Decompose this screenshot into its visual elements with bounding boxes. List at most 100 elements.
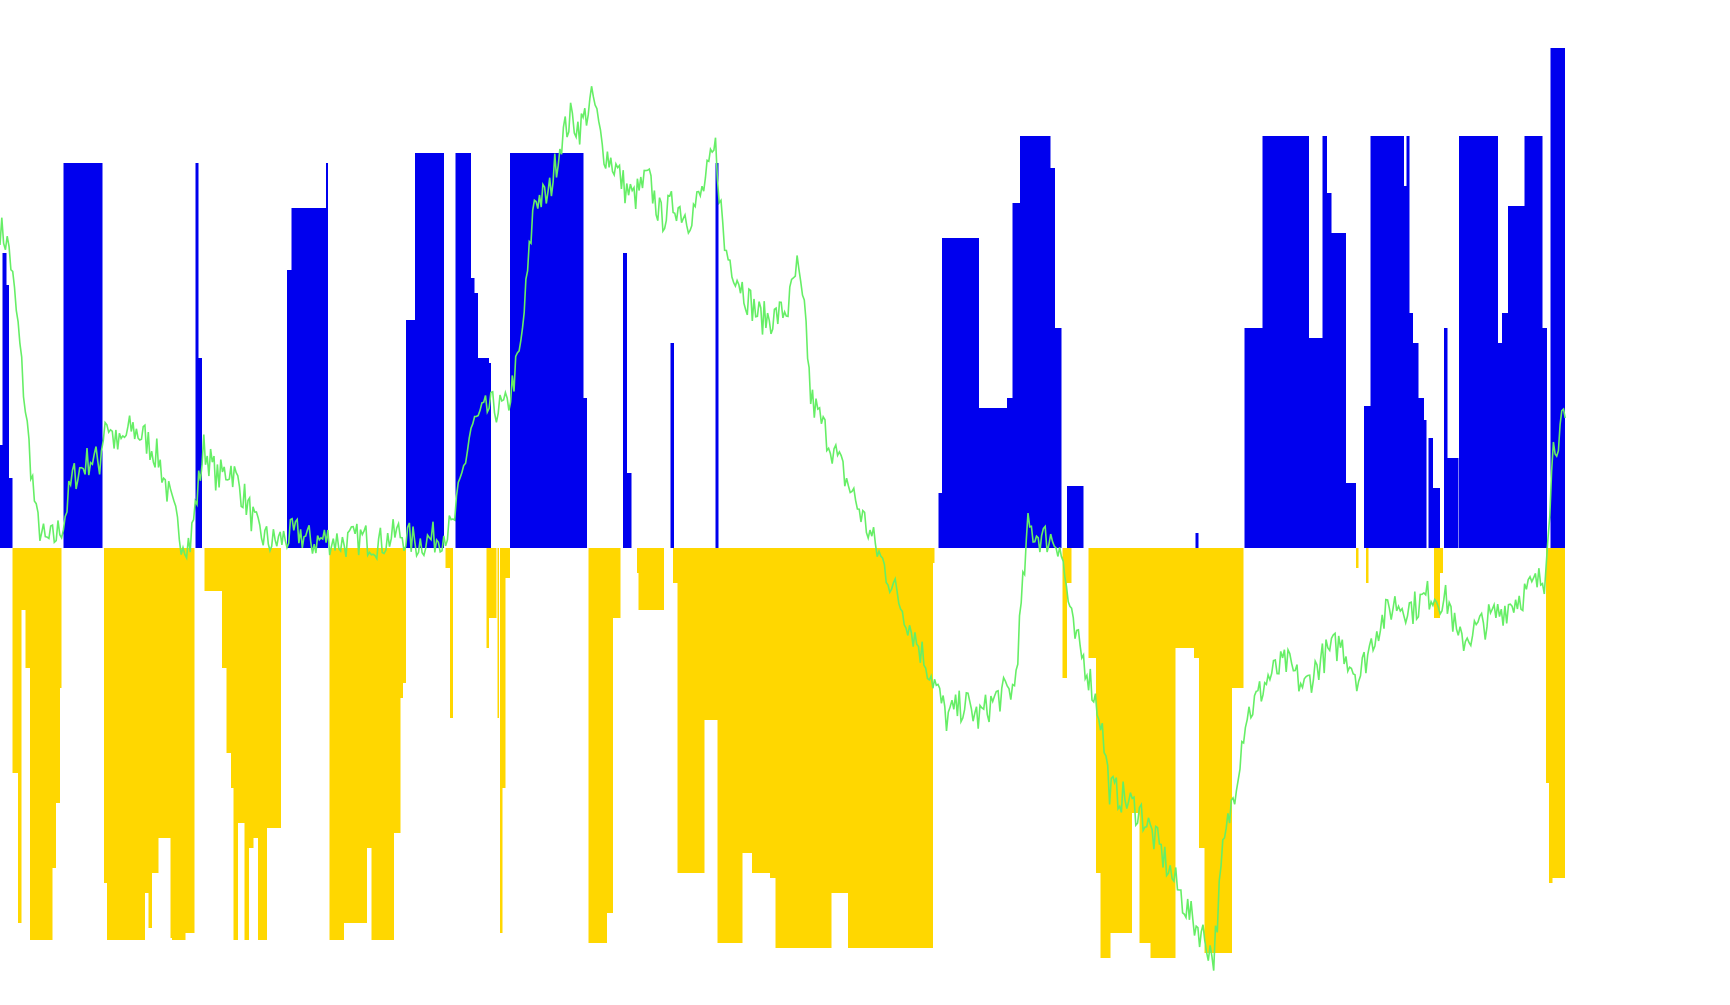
negative-bar-35 [394, 548, 401, 833]
positive-bar-47 [1350, 483, 1356, 548]
positive-bar-30 [1016, 203, 1020, 548]
positive-bar-39 [1278, 136, 1309, 548]
positive-bar-11 [405, 320, 415, 548]
positive-bar-31 [1019, 136, 1051, 548]
negative-bar-45 [505, 548, 510, 578]
negative-bar-87 [1546, 548, 1549, 783]
negative-bar-29 [329, 548, 336, 940]
positive-bar-59 [1443, 328, 1448, 548]
negative-bar-17 [204, 548, 222, 591]
negative-bar-20 [230, 548, 234, 788]
positive-bar-61 [1459, 136, 1499, 548]
negative-bar-5 [52, 548, 57, 868]
positive-bar-54 [1412, 343, 1419, 548]
positive-bar-2 [6, 285, 10, 548]
negative-bar-51 [638, 548, 644, 610]
positive-bar-35 [1071, 486, 1084, 548]
negative-bar-52 [643, 548, 664, 610]
negative-bar-38 [445, 548, 451, 568]
negative-bar-68 [1066, 548, 1072, 583]
negative-bar-65 [847, 548, 933, 948]
positive-bar-42 [1322, 136, 1327, 548]
negative-bar-67 [1062, 548, 1067, 678]
positive-bar-55 [1418, 398, 1424, 548]
negative-bar-58 [720, 548, 743, 943]
negative-bar-2 [21, 548, 26, 610]
positive-bar-34 [1066, 486, 1072, 548]
positive-bar-57 [1428, 438, 1433, 548]
positive-bar-37 [1244, 328, 1263, 548]
negative-bar-59 [742, 548, 752, 853]
negative-bar-85 [1433, 548, 1441, 618]
negative-bar-62 [775, 548, 779, 948]
positive-bar-40 [1308, 338, 1315, 548]
positive-bar-52 [1406, 136, 1410, 548]
positive-bar-51 [1403, 186, 1407, 548]
negative-bar-28 [273, 548, 281, 828]
positive-bar-7 [287, 270, 292, 548]
negative-bar-9 [106, 548, 145, 940]
positive-bar-23 [670, 343, 674, 548]
positive-bar-15 [474, 293, 479, 548]
positive-bar-46 [1345, 483, 1351, 548]
positive-bar-44 [1331, 233, 1338, 548]
negative-bar-77 [1175, 548, 1187, 648]
negative-bar-57 [717, 548, 721, 943]
negative-bar-24 [249, 548, 254, 848]
negative-bar-89 [1552, 548, 1566, 878]
negative-bar-6 [56, 548, 60, 803]
positive-bar-25 [938, 493, 942, 548]
negative-bar-39 [450, 548, 453, 718]
negative-bar-14 [170, 548, 173, 938]
negative-bar-50 [636, 548, 639, 573]
negative-bar-53 [672, 548, 678, 583]
negative-bar-31 [344, 548, 367, 923]
positive-bar-56 [1423, 420, 1427, 548]
positive-bar-16 [478, 358, 488, 548]
negative-bar-74 [1139, 548, 1151, 943]
positive-bar-27 [979, 408, 1008, 548]
positive-bar-58 [1432, 488, 1441, 548]
positive-bar-22 [626, 473, 632, 548]
negative-bar-83 [1355, 548, 1359, 568]
negative-bar-72 [1110, 548, 1133, 933]
negative-bar-73 [1132, 548, 1140, 813]
negative-bar-13 [158, 548, 171, 838]
negative-bar-49 [615, 548, 621, 618]
negative-bar-32 [366, 548, 372, 848]
negative-bars-group [12, 548, 1566, 958]
negative-bar-26 [258, 548, 268, 940]
positive-bar-6 [198, 358, 202, 548]
negative-bar-44 [502, 548, 506, 788]
positive-bar-48 [1364, 406, 1371, 548]
negative-bar-25 [253, 548, 259, 838]
positive-bar-43 [1326, 193, 1332, 548]
positive-bar-36 [1195, 533, 1199, 548]
positive-bar-18 [489, 363, 491, 548]
positive-bar-38 [1262, 136, 1279, 548]
negative-bar-23 [244, 548, 250, 940]
negative-bar-54 [677, 548, 705, 873]
negative-bar-47 [606, 548, 614, 913]
positive-bar-32 [1050, 168, 1056, 548]
positive-bar-4 [63, 163, 103, 548]
negative-bar-12 [152, 548, 159, 873]
negative-bar-41 [489, 548, 497, 618]
positive-bar-41 [1314, 338, 1323, 548]
positive-bar-62 [1498, 343, 1502, 548]
negative-bar-43 [499, 548, 503, 933]
negative-bar-36 [400, 548, 404, 698]
positive-bar-53 [1409, 313, 1413, 548]
negative-bar-15 [172, 548, 186, 940]
negative-bar-78 [1186, 548, 1194, 648]
positive-bar-64 [1508, 206, 1525, 548]
negative-bar-48 [613, 548, 616, 618]
negative-bar-0 [12, 548, 19, 773]
positive-bar-67 [1550, 48, 1566, 548]
negative-bar-34 [380, 548, 395, 940]
negative-bar-86 [1440, 548, 1443, 573]
negative-bar-40 [486, 548, 490, 648]
positive-bar-9 [296, 208, 327, 548]
